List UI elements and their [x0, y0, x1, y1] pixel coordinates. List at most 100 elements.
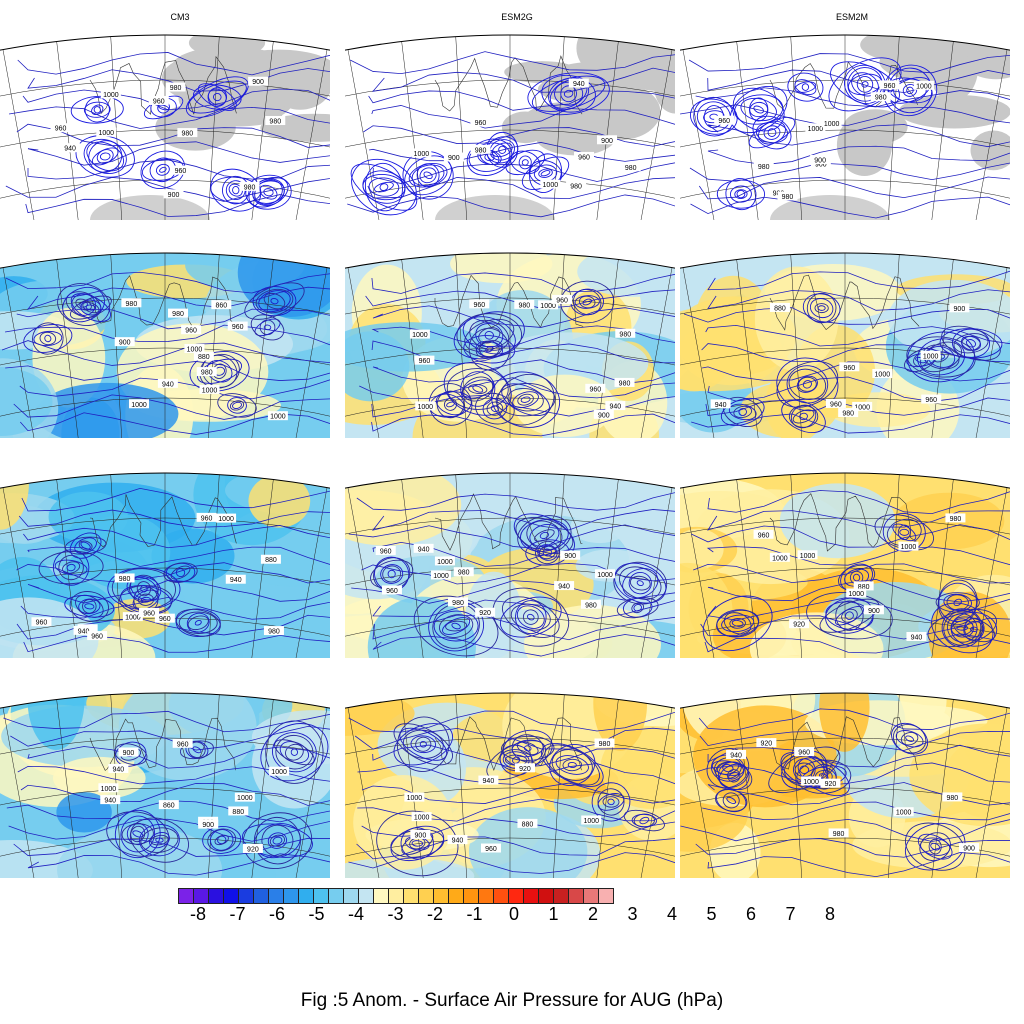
svg-text:980: 980 — [172, 311, 184, 318]
pressure-contour — [702, 361, 1017, 382]
pressure-contour — [707, 376, 1017, 402]
contour-label: 940 — [413, 543, 434, 553]
pressure-contour — [529, 524, 560, 547]
pressure-contour — [23, 525, 337, 549]
map-panel-cm3-2041-2070: 9801000100098094096090088094096096096096… — [0, 458, 405, 694]
contour-label: 1000 — [769, 552, 790, 562]
contour-label: 980 — [614, 377, 635, 387]
pressure-contour — [597, 788, 625, 816]
svg-text:980: 980 — [201, 370, 213, 377]
svg-text:920: 920 — [519, 766, 531, 773]
contour-label: 1000 — [872, 368, 893, 378]
pressure-contour — [428, 383, 473, 426]
pressure-contour — [501, 735, 555, 761]
pressure-contour — [828, 57, 902, 112]
meridian-line — [347, 267, 384, 460]
svg-text:980: 980 — [452, 600, 464, 607]
parallel-line — [309, 179, 711, 208]
pressure-contour — [484, 153, 495, 162]
svg-text:920: 920 — [825, 781, 837, 788]
svg-text:980: 980 — [475, 147, 487, 154]
colorbar-bin — [433, 888, 449, 904]
pressure-contour — [728, 403, 757, 421]
pressure-contour — [731, 619, 744, 627]
pressure-contour — [285, 743, 304, 761]
contour-label: 900 — [959, 843, 980, 853]
pressure-contour — [261, 824, 294, 857]
pressure-contour — [23, 324, 73, 353]
pressure-contour — [82, 599, 97, 614]
pressure-contour — [732, 87, 785, 132]
svg-text:1000: 1000 — [202, 387, 218, 394]
colorbar-tick-label: 2 — [587, 904, 599, 924]
contour-label: 1000 — [100, 89, 121, 99]
map-panel-cm3-2011-2040: 980 1000 1000 1000 980 940 960 980 1000 900 860 960… — [0, 238, 405, 474]
coastline — [769, 493, 919, 552]
terrain-mask — [161, 52, 269, 104]
meridian-line — [249, 699, 274, 894]
contour-label: 960 — [714, 115, 735, 125]
colorbar-tick-label: 1 — [548, 904, 559, 924]
pressure-contour — [462, 376, 494, 402]
pressure-contour — [946, 613, 978, 643]
pressure-contour — [526, 613, 535, 621]
contour-label: 960 — [585, 383, 606, 393]
meridian-line — [736, 479, 761, 674]
pressure-contour — [382, 565, 402, 583]
pressure-contour — [707, 289, 1017, 311]
svg-text:960: 960 — [175, 168, 187, 175]
svg-text:1000: 1000 — [848, 591, 864, 598]
parallel-line — [296, 567, 724, 597]
colorbar-bin — [373, 888, 389, 904]
contour-label: 960 — [552, 294, 573, 304]
contour-label: 980 — [514, 299, 535, 309]
colorbar-tick-label: -5 — [308, 904, 325, 924]
pressure-contour — [217, 393, 257, 418]
svg-text:960: 960 — [925, 397, 937, 404]
svg-text:960: 960 — [485, 846, 497, 853]
svg-text:960: 960 — [153, 98, 165, 105]
parallel-line — [0, 787, 379, 817]
map-r0c1: 1000 1000 980 980 960 940 980 900 900 960 — [270, 34, 750, 256]
contour-label: 960 — [470, 117, 491, 127]
terrain-mask — [267, 53, 333, 110]
svg-text:1000: 1000 — [237, 795, 253, 802]
meridian-line — [636, 267, 673, 460]
pressure-contour — [372, 614, 682, 641]
pressure-contour — [372, 161, 682, 184]
contour-label: 900 — [863, 605, 884, 615]
pressure-contour — [891, 722, 929, 755]
pressure-contour — [707, 852, 1017, 878]
svg-text:940: 940 — [452, 838, 464, 845]
pressure-contour — [260, 723, 329, 782]
pressure-contour — [410, 735, 437, 754]
pressure-contour — [960, 335, 982, 351]
svg-text:880: 880 — [858, 584, 870, 591]
contour-label: 940 — [157, 378, 178, 388]
svg-text:1000: 1000 — [407, 795, 423, 802]
contour-label: 1000 — [234, 792, 255, 802]
svg-text:1000: 1000 — [270, 414, 286, 421]
svg-text:880: 880 — [265, 557, 277, 564]
pressure-contour — [582, 298, 592, 306]
parallel-line — [0, 567, 379, 597]
colorbar-bin — [298, 888, 314, 904]
pressure-contour — [728, 772, 740, 780]
svg-text:1000: 1000 — [271, 769, 287, 776]
pressure-contour — [269, 834, 286, 847]
pressure-contour — [5, 361, 337, 381]
contour-label: 1000 — [893, 807, 914, 817]
contour-label: 900 — [593, 409, 614, 419]
contour-label: 1000 — [96, 127, 117, 137]
svg-text:980: 980 — [619, 380, 631, 387]
svg-text:900: 900 — [868, 608, 880, 615]
pressure-contour — [18, 509, 337, 528]
map-panel-esm2m-1961-1990: 100010001000980980960900960980900980 — [605, 20, 1024, 256]
svg-text:980: 980 — [599, 741, 611, 748]
pressure-contour — [698, 708, 1017, 731]
pressure-contour — [348, 852, 682, 874]
meridian-line — [207, 36, 220, 232]
pressure-contour — [27, 853, 337, 876]
pressure-contour — [136, 581, 152, 597]
